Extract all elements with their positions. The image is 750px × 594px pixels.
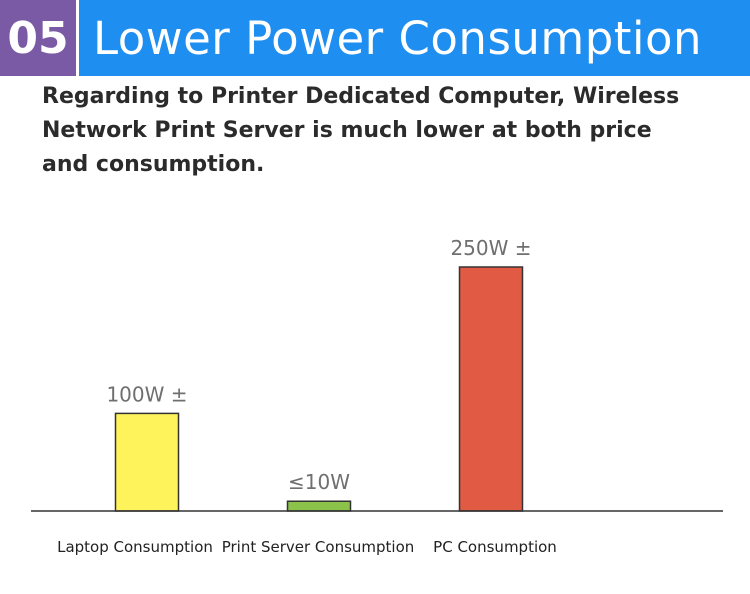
bar-1 (114, 412, 180, 512)
data-label-3: 250W ± (450, 236, 531, 260)
description-text: Regarding to Printer Dedicated Computer,… (42, 84, 680, 177)
data-label-1: 100W ± (106, 382, 187, 406)
category-label-1: Laptop Consumption (57, 538, 213, 556)
section-number-badge: 05 (0, 0, 76, 76)
header: 05 Lower Power Consumption (0, 0, 750, 76)
category-label-3: PC Consumption (433, 538, 557, 556)
page-title: Lower Power Consumption (79, 0, 750, 76)
category-label-2: Print Server Consumption (222, 538, 415, 556)
bar-2 (286, 500, 352, 512)
bar-3 (458, 266, 524, 512)
data-label-2: ≤10W (288, 470, 350, 494)
